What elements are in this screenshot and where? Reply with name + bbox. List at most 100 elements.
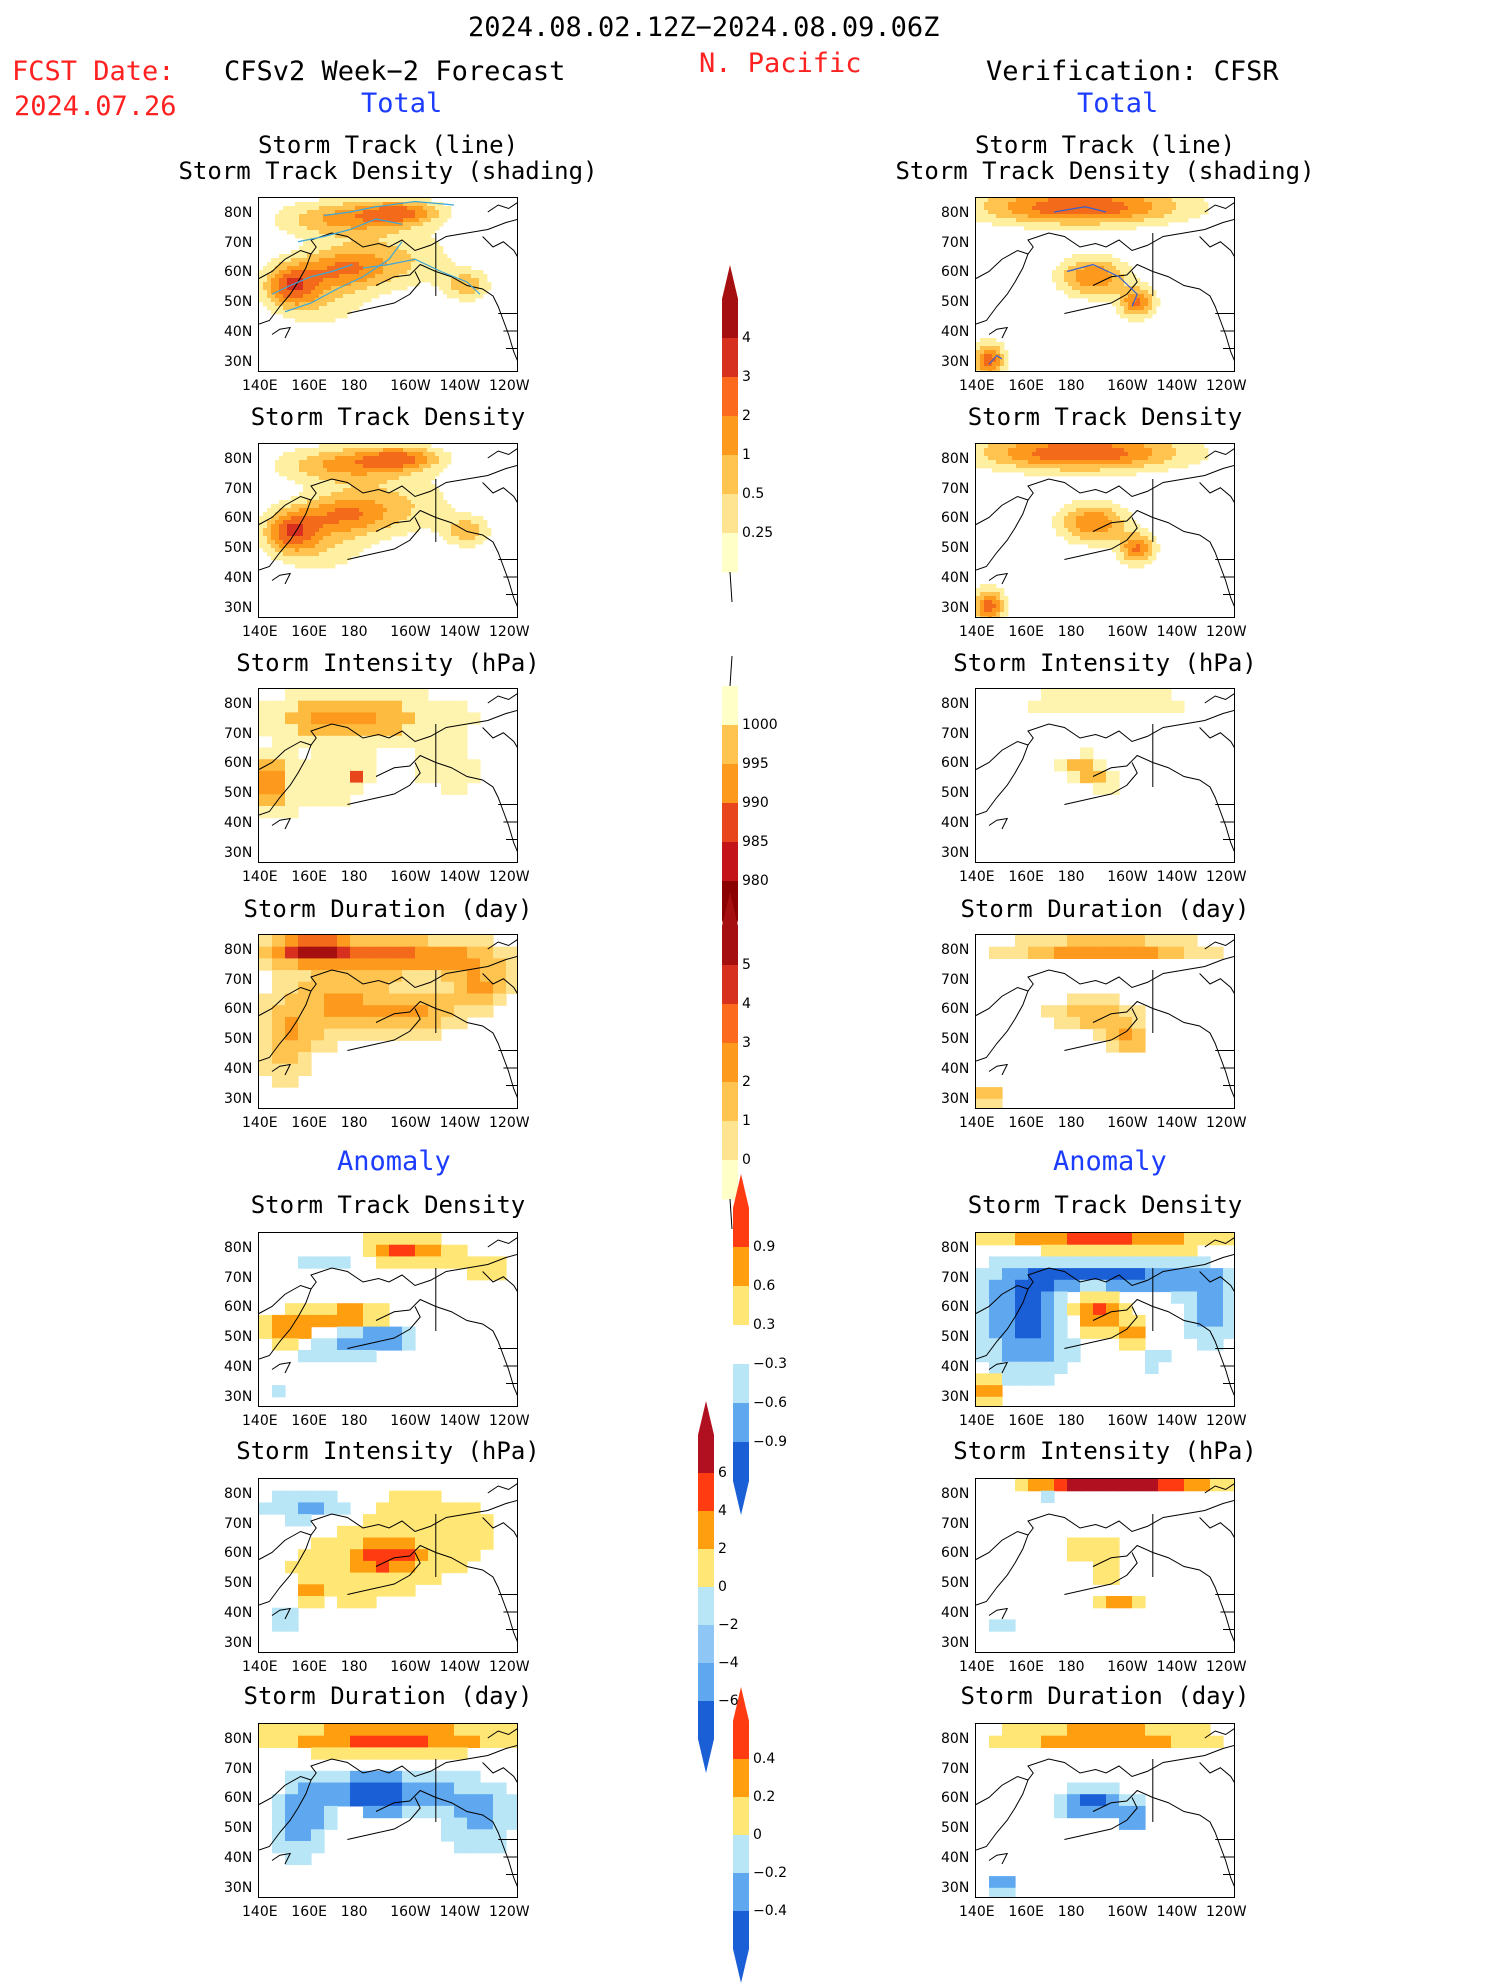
density-cell	[415, 488, 419, 492]
density-cell	[1000, 214, 1004, 218]
density-cell	[1164, 210, 1168, 214]
density-cell	[1072, 472, 1076, 476]
grid-cell	[1093, 1292, 1107, 1304]
density-cell	[339, 262, 343, 266]
density-cell	[1144, 294, 1148, 298]
density-cell	[275, 274, 279, 278]
lat-tick-label: 50N	[224, 1031, 252, 1047]
density-cell	[315, 508, 319, 512]
density-cell	[291, 214, 295, 218]
density-cell	[1088, 444, 1092, 448]
density-cell	[343, 484, 347, 488]
verification-density-map	[975, 443, 1235, 618]
density-cell	[375, 492, 379, 496]
density-cell	[976, 464, 980, 468]
density-cell	[331, 226, 335, 230]
grid-cell	[389, 958, 403, 970]
density-cell	[1080, 444, 1084, 448]
density-cell	[279, 472, 283, 476]
density-cell	[1104, 274, 1108, 278]
density-cell	[1028, 206, 1032, 210]
grid-cell	[324, 701, 338, 713]
density-cell	[367, 254, 371, 258]
density-cell	[303, 472, 307, 476]
density-cell	[315, 560, 319, 564]
density-cell	[1108, 218, 1112, 222]
density-cell	[1068, 214, 1072, 218]
density-cell	[419, 218, 423, 222]
density-cell	[996, 218, 1000, 222]
density-cell	[323, 532, 327, 536]
lat-tick-label: 60N	[224, 1545, 252, 1561]
grid-cell	[1171, 1245, 1185, 1257]
density-cell	[343, 488, 347, 492]
density-cell	[1128, 520, 1132, 524]
density-cell	[371, 262, 375, 266]
density-cell	[423, 448, 427, 452]
density-cell	[339, 496, 343, 500]
density-cell	[267, 294, 271, 298]
density-cell	[283, 532, 287, 536]
lat-tick-label: 30N	[941, 354, 969, 370]
lon-tick-label: 160W	[390, 1659, 431, 1675]
density-cell	[407, 468, 411, 472]
density-cell	[327, 524, 331, 528]
density-cell	[1088, 258, 1092, 262]
density-cell	[463, 532, 467, 536]
density-cell	[1112, 282, 1116, 286]
density-cell	[415, 444, 419, 448]
density-cell	[1112, 536, 1116, 540]
density-cell	[1064, 278, 1068, 282]
density-cell	[1072, 202, 1076, 206]
density-cell	[419, 516, 423, 520]
grid-cell	[298, 1491, 312, 1503]
grid-cell	[298, 1596, 312, 1608]
density-cell	[423, 468, 427, 472]
density-cell	[319, 258, 323, 262]
density-cell	[351, 508, 355, 512]
density-cell	[1056, 278, 1060, 282]
grid-cell	[1054, 1338, 1068, 1350]
lat-tick-label: 50N	[224, 1575, 252, 1591]
density-cell	[1036, 226, 1040, 230]
density-cell	[407, 500, 411, 504]
density-cell	[1052, 524, 1056, 528]
density-cell	[451, 270, 455, 274]
density-cell	[323, 298, 327, 302]
density-cell	[399, 452, 403, 456]
density-cell	[1096, 218, 1100, 222]
grid-cell	[1028, 1373, 1042, 1385]
density-cell	[415, 452, 419, 456]
density-cell	[371, 520, 375, 524]
density-cell	[1136, 532, 1140, 536]
density-cell	[275, 536, 279, 540]
density-cell	[1012, 222, 1016, 226]
grid-cell	[1106, 1040, 1120, 1052]
density-cell	[1100, 222, 1104, 226]
density-cell	[371, 512, 375, 516]
density-cell	[379, 472, 383, 476]
density-cell	[1136, 548, 1140, 552]
density-cell	[391, 472, 395, 476]
density-cell	[375, 524, 379, 528]
grid-cell	[428, 1538, 442, 1550]
lon-tick-label: 160W	[1107, 378, 1148, 394]
density-cell	[331, 480, 335, 484]
density-cell	[1032, 472, 1036, 476]
density-cell	[1072, 286, 1076, 290]
density-cell	[311, 258, 315, 262]
density-cell	[467, 270, 471, 274]
density-cell	[307, 314, 311, 318]
density-cell	[1028, 444, 1032, 448]
grid-cell	[311, 1256, 325, 1268]
density-cell	[383, 452, 387, 456]
density-cell	[395, 532, 399, 536]
density-cell	[371, 472, 375, 476]
grid-cell	[337, 958, 351, 970]
density-cell	[1064, 532, 1068, 536]
density-cell	[1148, 306, 1152, 310]
density-cell	[419, 250, 423, 254]
density-cell	[1080, 524, 1084, 528]
density-cell	[343, 464, 347, 468]
lon-tick-label: 120W	[1206, 869, 1247, 885]
